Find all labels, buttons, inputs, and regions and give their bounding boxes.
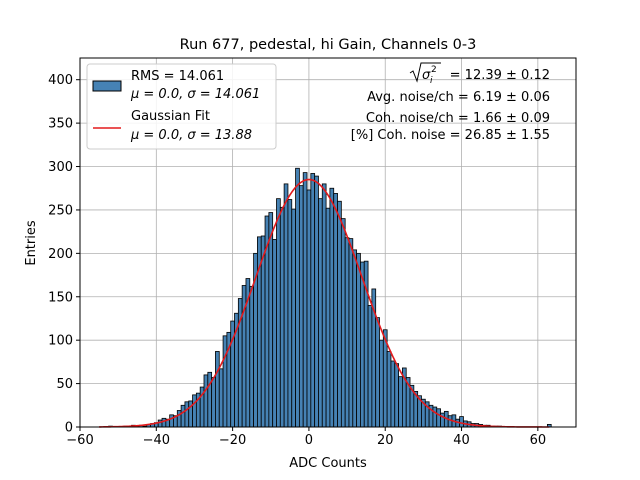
- svg-text:2: 2: [431, 65, 437, 75]
- legend-histogram-swatch: [92, 80, 122, 92]
- y-tick-label: 350: [48, 117, 73, 132]
- y-tick-label: 0: [65, 421, 73, 436]
- histogram-bar: [394, 363, 399, 428]
- histogram-bar: [215, 351, 220, 428]
- x-tick-label: 60: [530, 433, 547, 448]
- histogram-bar: [352, 249, 358, 428]
- x-tick-label: 20: [377, 433, 394, 448]
- coh-noise-text: Coh. noise/ch = 1.66 ± 0.09: [366, 111, 550, 126]
- histogram-bar: [279, 206, 285, 428]
- x-tick-label: −60: [66, 433, 93, 448]
- y-tick-label: 300: [48, 160, 73, 175]
- y-tick-label: 100: [48, 334, 73, 349]
- histogram-bar: [222, 335, 228, 428]
- gaussian-fit-line: [99, 178, 550, 428]
- histogram-bar: [184, 401, 190, 428]
- histogram-bar: [291, 208, 296, 428]
- y-axis-label: Entries: [24, 220, 39, 266]
- y-tick-label: 150: [48, 290, 73, 305]
- sigma-value-text: = 12.39 ± 0.12: [450, 68, 550, 83]
- y-tick-label: 200: [48, 247, 73, 262]
- histogram-bar: [298, 185, 304, 428]
- sigma-sqrt-symbol: σ i 2: [409, 62, 441, 86]
- coh-noise-percent-text: [%] Coh. noise = 26.85 ± 1.55: [351, 128, 550, 143]
- histogram-bar: [432, 406, 438, 428]
- x-tick-label: 40: [453, 433, 470, 448]
- histogram-bars: [108, 167, 552, 428]
- histogram-bar: [367, 305, 373, 428]
- chart-title: Run 677, pedestal, hi Gain, Channels 0-3: [180, 37, 477, 53]
- histogram-bar: [318, 198, 323, 428]
- histogram-bar: [295, 167, 300, 428]
- histogram-bar: [398, 376, 403, 428]
- legend-histogram-label: RMS = 14.061: [131, 69, 224, 84]
- histogram-bar: [169, 414, 174, 428]
- histogram-bar: [344, 237, 350, 428]
- histogram-bar: [329, 187, 335, 428]
- x-axis-ticks: −60 −40 −20 0 20 40 60: [66, 427, 546, 448]
- legend: RMS = 14.061 μ = 0.0, σ = 14.061 Gaussia…: [86, 63, 277, 150]
- legend-frame: [86, 63, 277, 150]
- histogram-bar: [306, 189, 312, 428]
- histogram-bar: [203, 374, 209, 428]
- histogram-bar: [283, 183, 289, 428]
- avg-noise-text: Avg. noise/ch = 6.19 ± 0.06: [367, 90, 550, 105]
- histogram-bar: [459, 416, 464, 428]
- stats-annotations: σ i 2 = 12.39 ± 0.12 Avg. noise/ch = 6.1…: [351, 62, 550, 143]
- histogram-bar: [390, 360, 396, 428]
- legend-fit-label: Gaussian Fit: [131, 109, 210, 124]
- svg-text:σ: σ: [422, 68, 431, 83]
- histogram-bar: [325, 207, 331, 428]
- x-tick-label: −40: [143, 433, 170, 448]
- histogram-bar: [333, 193, 338, 428]
- histogram-bar: [386, 351, 392, 428]
- y-tick-label: 250: [48, 203, 73, 218]
- histogram-bar: [447, 415, 453, 428]
- histogram-bar: [356, 252, 361, 428]
- histogram-bar: [436, 408, 441, 428]
- histogram-bar: [375, 317, 380, 428]
- y-tick-label: 50: [56, 377, 73, 392]
- histogram-bar: [180, 404, 186, 428]
- histogram-bar: [249, 285, 255, 428]
- histogram-bar: [348, 238, 354, 428]
- histogram-bar: [211, 377, 216, 428]
- legend-histogram-stats: μ = 0.0, σ = 14.061: [130, 87, 260, 102]
- histogram-bar: [310, 173, 316, 428]
- x-tick-label: 0: [305, 433, 313, 448]
- svg-text:i: i: [430, 76, 433, 86]
- histogram-bar: [260, 235, 266, 428]
- histogram-bar: [268, 212, 274, 428]
- plot-frame: [79, 57, 577, 428]
- histogram-bar: [287, 199, 293, 428]
- histogram-bar: [379, 339, 384, 428]
- histogram-bar: [192, 394, 197, 428]
- y-tick-label: 400: [48, 73, 73, 88]
- histogram-bar: [321, 183, 327, 428]
- legend-fit-stats: μ = 0.0, σ = 13.88: [130, 128, 252, 143]
- histogram-bar: [207, 371, 213, 428]
- x-tick-label: −20: [219, 433, 246, 448]
- histogram-bar: [218, 368, 224, 428]
- histogram-bar: [272, 239, 277, 428]
- histogram-bar: [337, 200, 342, 428]
- histogram-bar: [360, 261, 365, 428]
- histogram-bar: [276, 198, 281, 428]
- histogram-bar: [161, 417, 167, 428]
- histogram-bar: [302, 172, 308, 428]
- y-axis-ticks: 0 50 100 150 200 250 300 350 400: [48, 73, 80, 436]
- histogram-bar: [340, 218, 346, 428]
- x-axis-label: ADC Counts: [289, 456, 367, 471]
- histogram-bar: [314, 175, 319, 428]
